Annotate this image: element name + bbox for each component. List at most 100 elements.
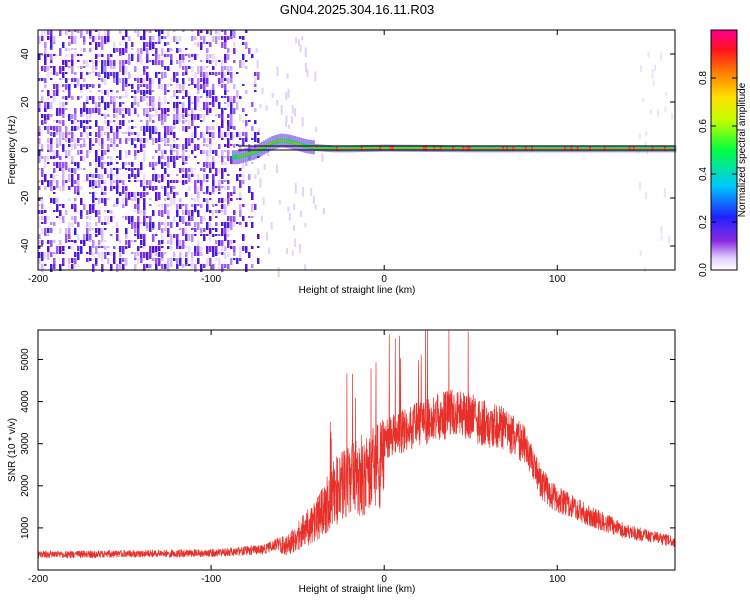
spectrogram-cell [245, 222, 248, 227]
spectrogram-cell [221, 108, 224, 115]
spectrogram-cell [74, 144, 77, 149]
spectrogram-cell [146, 252, 149, 260]
spectrogram-cell [143, 90, 146, 96]
spectrogram-cell [77, 150, 80, 155]
spectrogram-cell [185, 72, 188, 75]
spectrogram-cell [65, 48, 68, 51]
spectrogram-cell [218, 30, 221, 35]
spectrogram-cell [161, 162, 164, 169]
spectrogram-cell [167, 114, 170, 116]
spectrogram-cell [47, 30, 50, 35]
spectrogram-cell [218, 144, 221, 149]
spectrogram-cell [38, 108, 41, 112]
spectrogram-cell [131, 138, 134, 145]
spectrogram-cell [245, 90, 248, 94]
spectrogram-cell [301, 35, 304, 41]
spectrogram-cell [161, 258, 164, 261]
spectrogram-cell [224, 72, 227, 80]
spectrogram-cell [152, 42, 155, 49]
spectrogram-cell [158, 78, 161, 86]
spectrogram-cell [50, 144, 53, 152]
spectrogram-cell [98, 246, 101, 248]
spectrogram-cell [98, 198, 101, 204]
spectrogram-cell [80, 246, 83, 254]
spectrogram-cell [53, 168, 56, 173]
spectrogram-cell [62, 138, 65, 140]
spectrogram-cell [80, 144, 83, 148]
spectrogram-cell [197, 240, 200, 248]
spectrogram-cell [164, 72, 167, 78]
spectrogram-cell [194, 156, 197, 158]
spectrogram-cell [71, 78, 74, 82]
spectrogram-cell [164, 114, 167, 122]
spectrogram-cell [285, 92, 288, 101]
spectrogram-cell [71, 48, 74, 50]
spectrogram-cell [314, 204, 317, 210]
spectrogram-cell [155, 252, 158, 256]
spectrogram-cell [182, 96, 185, 99]
spectrogram-cell [86, 132, 89, 139]
spectrogram-cell [134, 156, 137, 160]
spectrogram-cell [38, 240, 41, 244]
snr-frame [37, 329, 676, 571]
spectrogram-cell [260, 215, 263, 222]
spectrogram-cell [80, 138, 83, 140]
spectrogram-cell [122, 120, 125, 126]
spectrogram-cell [80, 240, 83, 244]
spectrogram-xtick-label: 0 [381, 274, 387, 285]
spectrogram-cell [41, 66, 44, 71]
spectrogram-cell [122, 108, 125, 111]
spectrogram-cell [149, 60, 152, 62]
spectrogram-cell [271, 92, 274, 98]
spectrogram-cell [119, 30, 122, 34]
spectrogram-cell [38, 138, 41, 146]
spectrogram-cell [113, 72, 116, 80]
spectrogram-cell [50, 114, 53, 117]
spectrogram-cell [182, 54, 185, 62]
spectrogram-cell [209, 96, 212, 98]
spectrogram-cell [255, 48, 258, 53]
spectrogram-cell [59, 228, 62, 234]
spectrogram-cell [259, 178, 262, 188]
spectrogram-cell [188, 156, 191, 158]
spectrogram-cell [95, 108, 98, 113]
spectrogram-cell [86, 216, 89, 219]
spectrogram-cell [134, 240, 137, 242]
spectrogram-cell [89, 240, 92, 242]
spectrogram-cell [107, 138, 110, 141]
spectrogram-cell [146, 108, 149, 116]
spectrogram-cell [206, 54, 209, 61]
spectrogram-cell [122, 60, 125, 66]
spectrogram-cell [113, 114, 116, 118]
spectrogram-cell [233, 132, 236, 138]
spectrogram-cell [149, 138, 152, 140]
spectrogram-cell [182, 156, 185, 162]
spectrogram-cell [227, 204, 230, 206]
spectrogram-cell [158, 42, 161, 44]
spectrogram-cell [107, 144, 110, 152]
spectrogram-cell [173, 102, 176, 110]
colorbar-gradient [710, 29, 738, 271]
spectrogram-cell [110, 234, 113, 236]
spectrogram-cell [251, 216, 254, 218]
spectrogram-cell [86, 102, 89, 104]
spectrogram-cell [194, 252, 197, 256]
spectrogram-cell [221, 78, 224, 83]
spectrogram-cell [53, 66, 56, 73]
spectrogram-cell [236, 174, 239, 181]
spectrogram-cell [140, 120, 143, 122]
spectrogram-cell [221, 84, 224, 88]
spectrogram-cell [146, 78, 149, 81]
spectrogram-cell [53, 72, 56, 75]
spectrogram-cell [191, 54, 194, 57]
spectrogram-cell [285, 115, 288, 123]
spectrogram-cell [140, 198, 143, 200]
spectrogram-cell [128, 174, 131, 179]
spectrogram-cell [101, 186, 104, 194]
spectrogram-cell [161, 228, 164, 233]
spectrogram-cell [62, 252, 65, 254]
spectrogram-cell [221, 36, 224, 40]
spectrogram-cell [62, 174, 65, 182]
spectrogram-cell [62, 78, 65, 80]
spectrogram-cell [59, 114, 62, 116]
